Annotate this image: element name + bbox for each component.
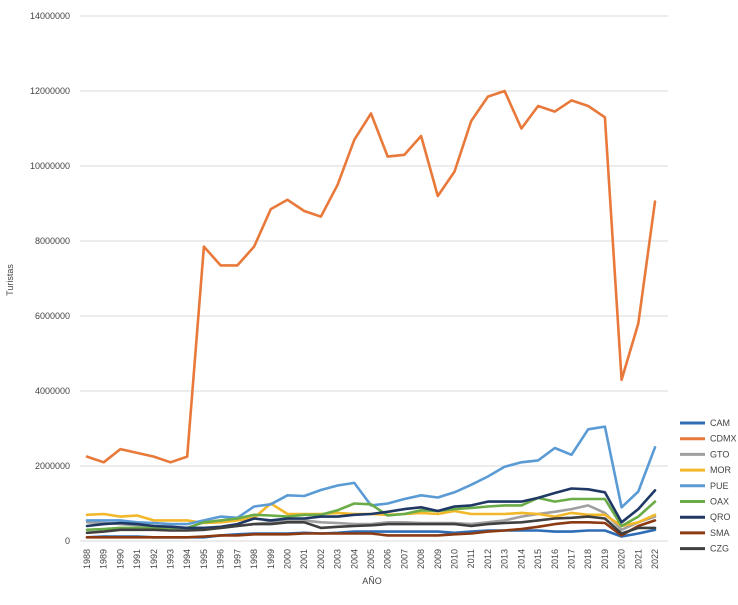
- x-tick-label: 1991: [132, 549, 142, 569]
- gridlines: [80, 15, 668, 542]
- y-axis-label: Turistas: [5, 264, 15, 296]
- x-tick-label: 2016: [550, 549, 560, 569]
- legend-label-gto: GTO: [710, 449, 729, 459]
- x-tick-label: 2010: [450, 549, 460, 569]
- legend: CAM CDMX GTO MOR PUE OAX QRO SMA CZG: [680, 418, 737, 554]
- x-tick-labels: 1988 1989 1990 1991 1992 1993 1994 1995 1996 1997…: [82, 549, 660, 569]
- legend-label-sma: SMA: [710, 528, 730, 538]
- x-tick-label: 1988: [82, 549, 92, 569]
- legend-label-mor: MOR: [710, 465, 731, 475]
- x-tick-label: 2008: [416, 549, 426, 569]
- x-tick-label: 1993: [166, 549, 176, 569]
- x-tick-label: 2013: [500, 549, 510, 569]
- y-tick-label: 2000000: [35, 461, 70, 471]
- legend-label-qro: QRO: [710, 512, 731, 522]
- x-tick-label: 2004: [349, 549, 359, 569]
- y-tick-label: 4000000: [35, 386, 70, 396]
- x-tick-label: 2002: [316, 549, 326, 569]
- legend-label-oax: OAX: [710, 497, 729, 507]
- x-tick-label: 1997: [232, 549, 242, 569]
- x-tick-label: 2014: [516, 549, 526, 569]
- x-tick-label: 2019: [600, 549, 610, 569]
- y-tick-label: 8000000: [35, 236, 70, 246]
- y-tick-labels: 0 2000000 4000000 6000000 8000000 10000000 120…: [30, 11, 70, 546]
- x-tick-label: 1992: [149, 549, 159, 569]
- y-tick-label: 10000000: [30, 161, 70, 171]
- x-tick-label: 2018: [583, 549, 593, 569]
- x-tick-label: 1989: [99, 549, 109, 569]
- x-tick-label: 1990: [115, 549, 125, 569]
- x-tick-label: 2006: [383, 549, 393, 569]
- x-tick-label: 2007: [399, 549, 409, 569]
- y-tick-label: 0: [65, 536, 70, 546]
- x-tick-label: 2022: [650, 549, 660, 569]
- legend-label-cam: CAM: [710, 418, 730, 428]
- x-tick-label: 2021: [633, 549, 643, 569]
- x-tick-label: 2001: [299, 549, 309, 569]
- legend-label-czg: CZG: [710, 544, 729, 554]
- x-tick-label: 1998: [249, 549, 259, 569]
- y-tick-label: 12000000: [30, 86, 70, 96]
- series-line-qro: [85, 487, 657, 530]
- x-tick-label: 2011: [466, 549, 476, 568]
- x-tick-label: 2012: [483, 549, 493, 569]
- x-tick-label: 1996: [216, 549, 226, 569]
- series-line-cdmx: [85, 89, 657, 464]
- y-tick-label: 6000000: [35, 311, 70, 321]
- series-line-czg: [85, 515, 657, 535]
- x-tick-label: 1994: [182, 549, 192, 569]
- x-tick-label: 1999: [266, 549, 276, 569]
- x-tick-label: 2017: [566, 549, 576, 569]
- legend-label-cdmx: CDMX: [710, 434, 737, 444]
- x-tick-label: 2005: [366, 549, 376, 569]
- x-tick-label: 2009: [433, 549, 443, 569]
- series-line-sma: [85, 519, 657, 539]
- series-lines: [85, 89, 657, 539]
- x-tick-label: 2020: [617, 549, 627, 569]
- x-tick-label: 2000: [282, 549, 292, 569]
- x-tick-label: 1995: [199, 549, 209, 569]
- legend-label-pue: PUE: [710, 481, 729, 491]
- x-tick-label: 2015: [533, 549, 543, 569]
- x-tick-label: 2003: [333, 549, 343, 569]
- y-tick-label: 14000000: [30, 11, 70, 21]
- x-axis-label: AÑO: [362, 576, 382, 586]
